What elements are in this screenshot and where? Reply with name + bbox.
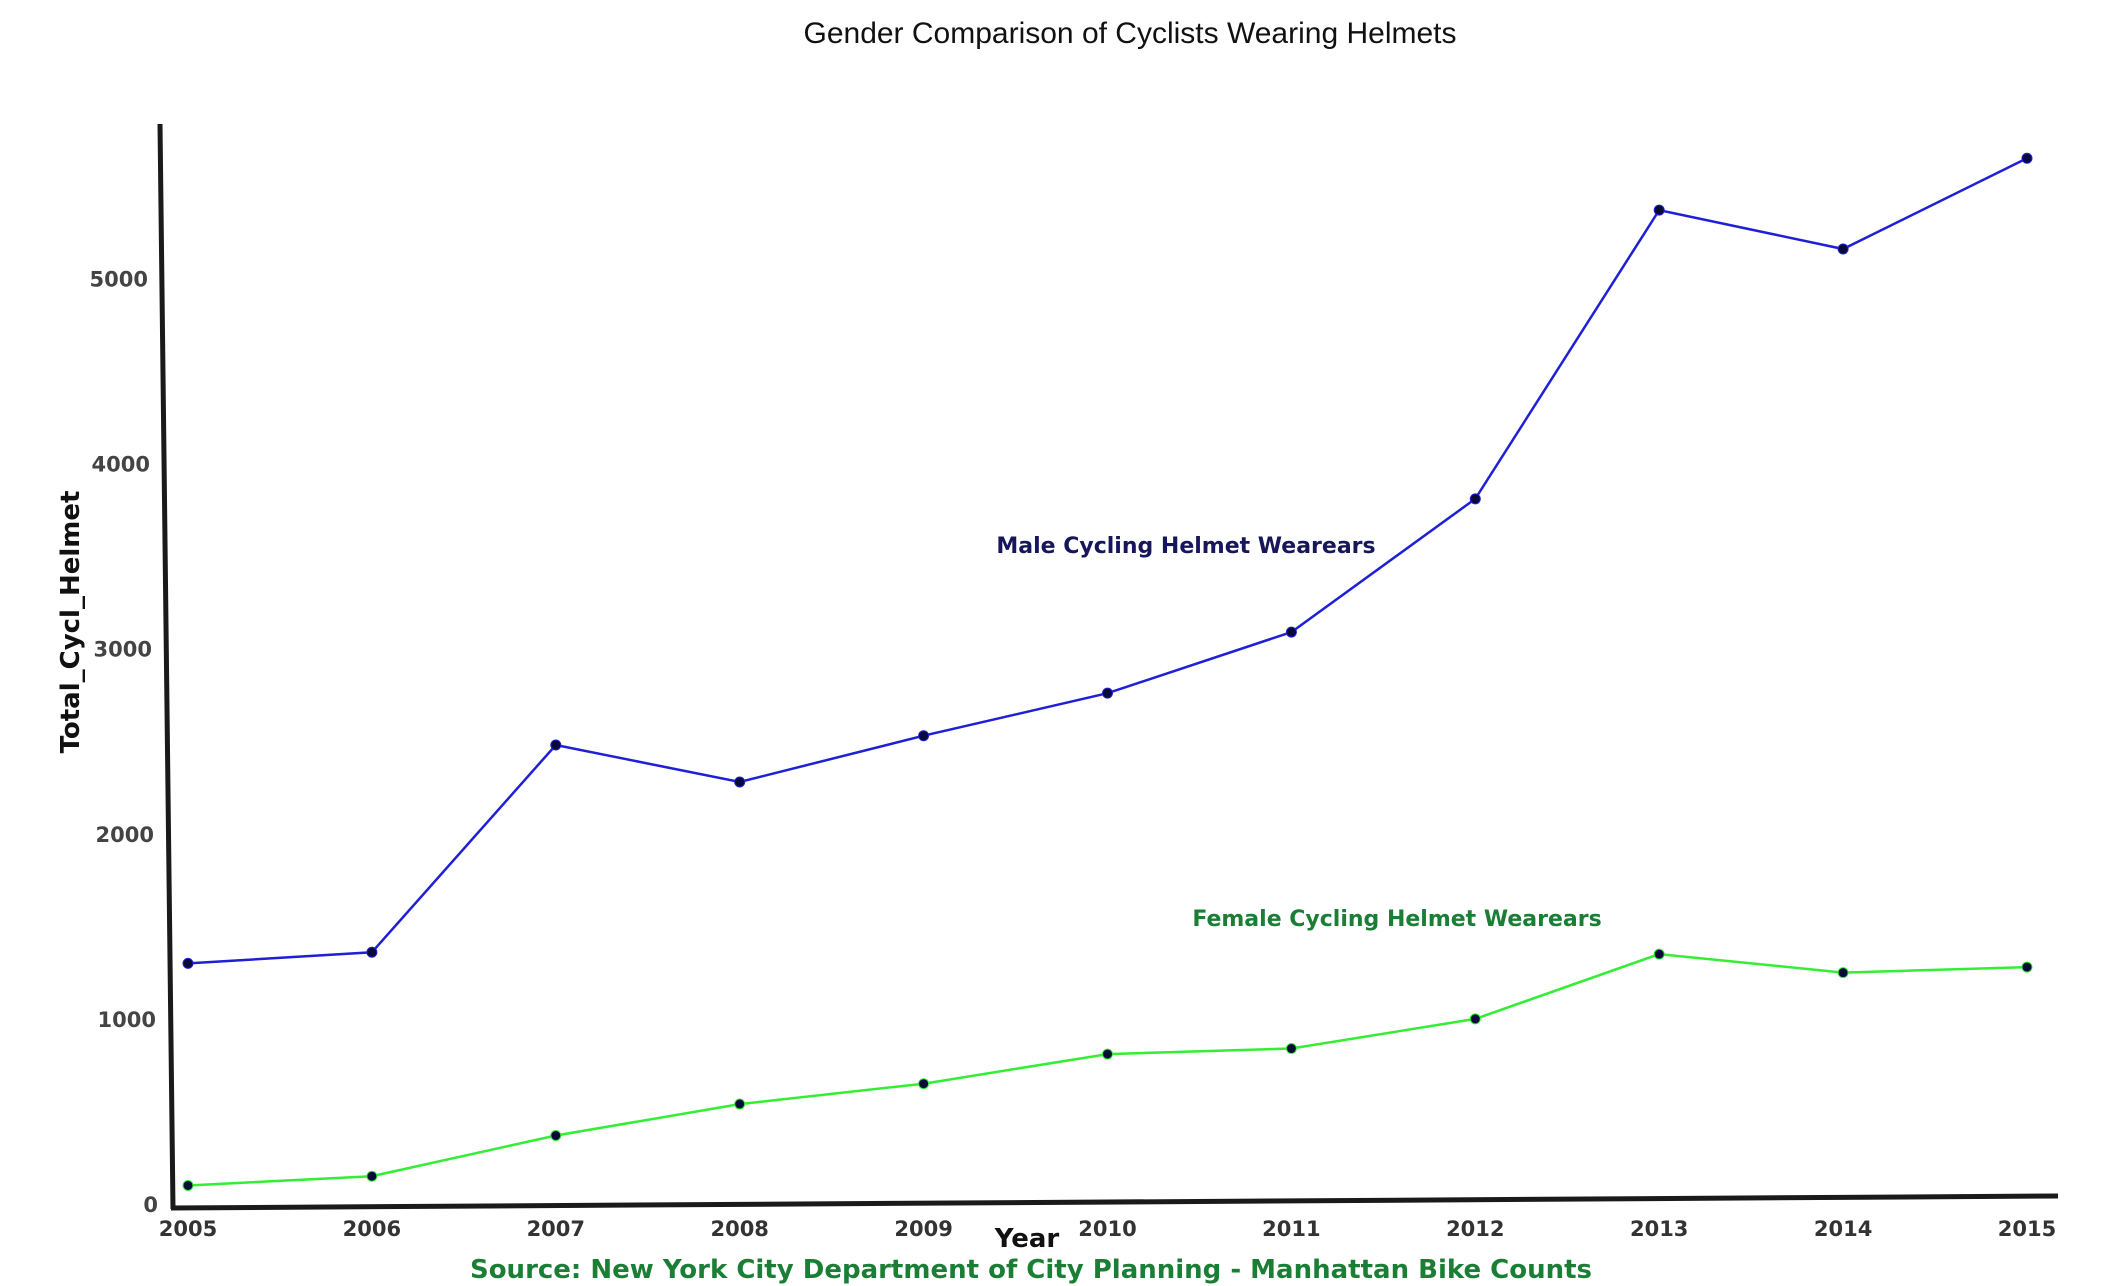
x-tick-labels: 2005 2006 2007 2008 2009 2010 2011 2012 2013 2014… (159, 1217, 2056, 1241)
y-tick-label-4000: 4000 (92, 453, 150, 477)
y-tick-label-1000: 1000 (98, 1008, 156, 1032)
data-point-s0-2006 (366, 946, 378, 958)
data-point-s0-2008 (734, 776, 746, 788)
y-axis-line (157, 123, 176, 1210)
series-label-male: Male Cycling Helmet Wearears (996, 534, 1375, 559)
data-point-s1-2007 (550, 1130, 562, 1142)
x-axis-line (170, 1193, 2059, 1211)
x-tick-label-2011: 2011 (1262, 1217, 1320, 1241)
x-tick-label-2014: 2014 (1814, 1217, 1872, 1241)
x-tick-label-2007: 2007 (527, 1217, 585, 1241)
x-tick-label-2008: 2008 (710, 1217, 768, 1241)
x-tick-label-2013: 2013 (1630, 1217, 1688, 1241)
data-point-s1-2010 (1102, 1048, 1113, 1060)
data-point-s0-2009 (918, 730, 930, 742)
series-markers (182, 152, 2033, 1191)
x-axis-label: Year (994, 1224, 1060, 1254)
data-point-s1-2012 (1469, 1013, 1481, 1025)
y-tick-labels: 0 1000 2000 3000 4000 5000 (90, 268, 158, 1217)
x-tick-label-2009: 2009 (894, 1217, 952, 1241)
data-point-s1-2014 (1837, 967, 1849, 979)
x-tick-label-2010: 2010 (1078, 1217, 1136, 1241)
data-point-s0-2010 (1102, 687, 1113, 699)
data-point-s1-2005 (182, 1179, 194, 1191)
y-tick-label-2000: 2000 (96, 823, 154, 847)
chart-title: Gender Comparison of Cyclists Wearing He… (803, 17, 1456, 50)
data-point-s0-2013 (1653, 204, 1665, 216)
data-point-s0-2012 (1469, 493, 1481, 505)
series-line-0 (187, 157, 2028, 965)
data-point-s0-2007 (550, 739, 562, 751)
y-tick-label-0: 0 (143, 1193, 158, 1217)
data-point-s1-2006 (366, 1170, 378, 1182)
data-point-s1-2008 (734, 1098, 746, 1110)
x-tick-label-2012: 2012 (1446, 1217, 1504, 1241)
series-lines (187, 157, 2028, 1187)
y-tick-label-3000: 3000 (94, 638, 152, 662)
data-point-s0-2014 (1837, 243, 1849, 255)
source-note: Source: New York City Department of City… (470, 1255, 1592, 1285)
data-point-s1-2013 (1653, 948, 1665, 960)
data-point-s0-2011 (1285, 626, 1297, 638)
y-axis-label: Total_Cycl_Helmet (56, 491, 86, 754)
y-tick-label-5000: 5000 (90, 268, 148, 292)
x-tick-label-2005: 2005 (159, 1217, 217, 1241)
data-point-s0-2005 (182, 957, 194, 969)
series-label-female: Female Cycling Helmet Wearears (1192, 907, 1601, 932)
data-point-s1-2015 (2021, 961, 2033, 973)
series-line-1 (187, 952, 2028, 1187)
data-point-s0-2015 (2021, 152, 2033, 164)
data-point-s1-2009 (918, 1078, 930, 1090)
x-tick-label-2015: 2015 (1998, 1217, 2056, 1241)
data-point-s1-2011 (1285, 1043, 1297, 1055)
x-tick-label-2006: 2006 (343, 1217, 401, 1241)
